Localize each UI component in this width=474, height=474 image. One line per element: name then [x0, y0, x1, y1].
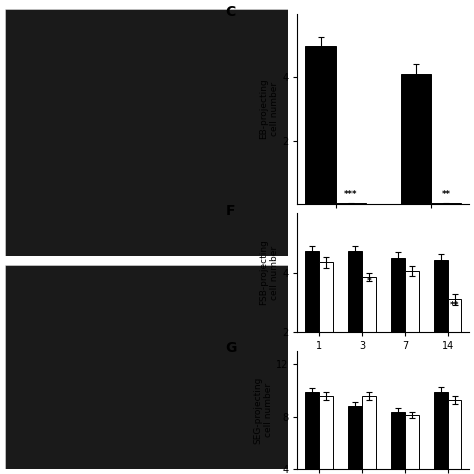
- Bar: [319, 262, 333, 391]
- Bar: [362, 396, 376, 474]
- Y-axis label: EB-projecting
cell number: EB-projecting cell number: [259, 79, 280, 139]
- Bar: [305, 392, 319, 474]
- Text: *: *: [366, 277, 371, 286]
- Y-axis label: FSB-projecting
cell number: FSB-projecting cell number: [259, 240, 280, 305]
- Bar: [305, 251, 319, 391]
- Text: **: **: [450, 301, 459, 310]
- Bar: [305, 46, 336, 204]
- Y-axis label: SEG-projecting
cell number: SEG-projecting cell number: [253, 376, 273, 444]
- Bar: [431, 203, 462, 204]
- Bar: [405, 271, 419, 391]
- Bar: [319, 396, 333, 474]
- Text: **: **: [442, 190, 451, 199]
- Bar: [434, 392, 448, 474]
- Bar: [336, 203, 366, 204]
- Text: C: C: [225, 5, 236, 19]
- Bar: [405, 415, 419, 474]
- Bar: [448, 400, 462, 474]
- X-axis label: D: D: [380, 224, 387, 234]
- Bar: [448, 299, 462, 391]
- Bar: [391, 412, 405, 474]
- X-axis label: Day: Day: [374, 352, 393, 362]
- Text: G: G: [225, 341, 237, 356]
- Bar: [391, 258, 405, 391]
- Text: ***: ***: [344, 190, 358, 199]
- Bar: [401, 74, 431, 204]
- Bar: [434, 260, 448, 391]
- Bar: [362, 277, 376, 391]
- Bar: [348, 251, 362, 391]
- Bar: [348, 406, 362, 474]
- Text: F: F: [225, 204, 235, 218]
